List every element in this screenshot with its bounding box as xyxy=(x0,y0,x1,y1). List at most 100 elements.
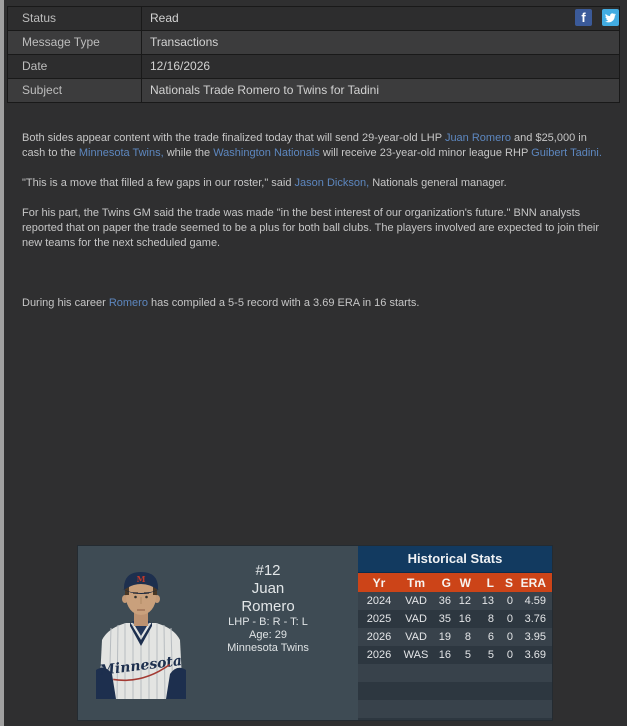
stats-cell: 16 xyxy=(458,613,471,625)
stats-row: 2026 WAS 16 5 5 0 3.69 xyxy=(358,646,552,664)
stats-cell: 3.76 xyxy=(524,613,546,625)
text-segment: while the xyxy=(163,147,214,159)
stats-cell xyxy=(519,700,552,718)
stats-cell xyxy=(477,682,500,700)
stats-cell xyxy=(500,682,519,700)
stats-cell: 19 xyxy=(438,631,451,643)
stats-cell: 3.69 xyxy=(524,649,546,661)
paragraph-gm-quote: "This is a move that filled a few gaps i… xyxy=(22,176,608,191)
stats-cell xyxy=(432,682,457,700)
stats-cell: 0 xyxy=(506,649,513,661)
inline-link[interactable]: Romero xyxy=(108,297,148,309)
stats-cell xyxy=(500,664,519,682)
meta-row-date: Date 12/16/2026 xyxy=(8,55,619,78)
stats-cell: 13 xyxy=(481,595,494,607)
stats-cell xyxy=(400,682,432,700)
stats-cell xyxy=(400,718,432,720)
stats-cell: 2026 xyxy=(366,649,392,661)
window-left-edge xyxy=(0,0,4,726)
stats-cell: 3.95 xyxy=(524,631,546,643)
social-share-buttons: f xyxy=(575,9,619,26)
stats-cell: 5 xyxy=(464,649,471,661)
text-segment: "This is a move that filled a few gaps i… xyxy=(22,177,295,189)
stats-cell xyxy=(519,664,552,682)
stats-cell: 16 xyxy=(438,649,451,661)
stats-cell xyxy=(519,682,552,700)
stats-cell xyxy=(477,664,500,682)
facebook-icon[interactable]: f xyxy=(575,9,592,26)
stats-empty-row xyxy=(358,682,552,700)
stats-row: 2026 VAD 19 8 6 0 3.95 xyxy=(358,628,552,646)
date-label: Date xyxy=(8,55,142,78)
stats-cell: 2025 xyxy=(366,613,392,625)
twitter-bird-icon xyxy=(605,13,616,23)
text-segment: During his career xyxy=(22,297,109,309)
stats-cell: 12 xyxy=(458,595,471,607)
stats-row: 2024 VAD 36 12 13 0 4.59 xyxy=(358,592,552,610)
inline-link[interactable]: Jason Dickson, xyxy=(294,177,370,189)
inline-link[interactable]: Juan Romero xyxy=(444,132,511,144)
message-type-label: Message Type xyxy=(8,31,142,54)
stats-col-header: S xyxy=(500,573,519,592)
stats-cell: 0 xyxy=(506,595,513,607)
stats-col-header: ERA xyxy=(519,573,552,592)
stats-cell xyxy=(432,718,457,720)
stats-cell: 0 xyxy=(506,631,513,643)
text-segment: will receive 23-year-old minor league RH… xyxy=(319,147,532,159)
historical-stats-panel: Historical Stats Yr Tm G W L S ERA 2024 VAD 36 12… xyxy=(358,546,552,720)
stats-cell: 5 xyxy=(487,649,494,661)
svg-text:M: M xyxy=(137,574,146,584)
text-segment: Both sides appear content with the trade… xyxy=(22,132,445,144)
stats-cell xyxy=(457,664,477,682)
meta-row-subject: Subject Nationals Trade Romero to Twins … xyxy=(8,79,619,102)
stats-cell: 8 xyxy=(487,613,494,625)
inline-link[interactable]: Minnesota Twins, xyxy=(78,147,164,159)
stats-col-header: G xyxy=(432,573,457,592)
stats-title: Historical Stats xyxy=(358,546,552,573)
stats-col-header: Tm xyxy=(400,573,432,592)
stats-cell: 36 xyxy=(438,595,451,607)
stats-cell: VAD xyxy=(405,595,427,607)
stats-cell xyxy=(358,664,400,682)
status-label: Status xyxy=(8,7,142,30)
stats-cell xyxy=(500,700,519,718)
inline-link[interactable]: Washington Nationals xyxy=(213,147,320,159)
stats-col-header: L xyxy=(477,573,500,592)
player-card: M Minnesota #12 Juan Romero LHP - B: R -… xyxy=(77,545,553,721)
status-value: Read xyxy=(150,11,179,25)
player-first-name: Juan xyxy=(251,580,285,597)
stats-body: 2024 VAD 36 12 13 0 4.59 2025 VAD 35 16 8 0 3.76 2026 V… xyxy=(358,592,552,720)
player-photo: M Minnesota xyxy=(96,572,186,699)
player-face xyxy=(122,579,160,626)
stats-cell: WAS xyxy=(403,649,429,661)
text-segment: For his part, the Twins GM said the trad… xyxy=(22,207,600,249)
message-body: Both sides appear content with the trade… xyxy=(22,131,608,326)
stats-cell: 0 xyxy=(506,613,513,625)
text-segment: Nationals general manager. xyxy=(369,177,507,189)
stats-cell: 6 xyxy=(487,631,494,643)
stats-cell: 8 xyxy=(464,631,471,643)
subject-label: Subject xyxy=(8,79,142,102)
stats-cell xyxy=(457,718,477,720)
jersey-number: #12 xyxy=(255,562,281,579)
stats-cell: 2024 xyxy=(366,595,392,607)
player-last-name: Romero xyxy=(241,598,295,615)
player-team: Minnesota Twins xyxy=(227,642,309,654)
message-meta: Status Read Message Type Transactions Da… xyxy=(7,6,620,103)
stats-cell xyxy=(400,664,432,682)
meta-row-message-type: Message Type Transactions xyxy=(8,31,619,54)
stats-cell xyxy=(358,700,400,718)
stats-cell: 4.59 xyxy=(524,595,546,607)
player-card-left: M Minnesota #12 Juan Romero LHP - B: R -… xyxy=(78,546,358,720)
stats-cell xyxy=(432,664,457,682)
paragraph-analysis: For his part, the Twins GM said the trad… xyxy=(22,206,608,251)
message-type-value: Transactions xyxy=(150,35,219,49)
paragraph-career-note: During his career Romero has compiled a … xyxy=(22,296,608,311)
paragraph-trade-summary: Both sides appear content with the trade… xyxy=(22,131,608,161)
stats-cell xyxy=(358,682,400,700)
date-value: 12/16/2026 xyxy=(150,59,211,73)
inline-link[interactable]: Guibert Tadini. xyxy=(531,147,602,159)
twitter-icon[interactable] xyxy=(602,9,619,26)
stats-empty-row xyxy=(358,700,552,718)
